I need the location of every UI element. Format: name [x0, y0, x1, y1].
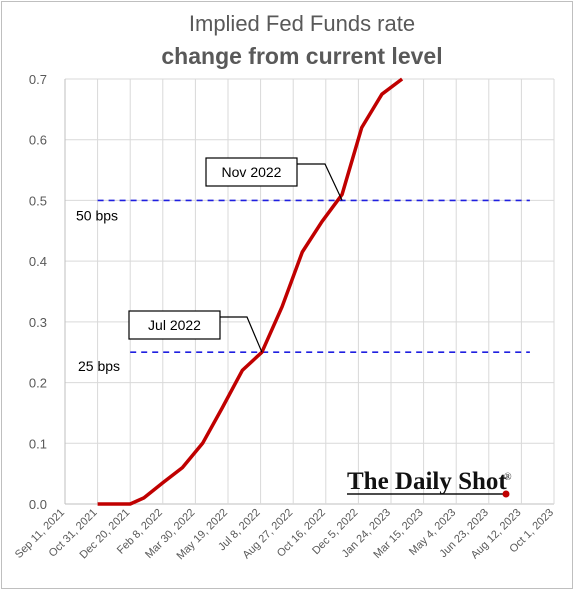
brand-name: The Daily Shot — [347, 468, 507, 495]
callout-label: Nov 2022 — [222, 164, 282, 180]
callouts: Nov 2022 Jul 2022 — [128, 157, 343, 353]
y-axis-ticks: 0.0 0.1 0.2 0.3 0.4 0.5 0.6 0.7 — [29, 72, 47, 512]
reference-lines: 50 bps 25 bps — [76, 199, 530, 374]
y-tick-label: 0.1 — [29, 436, 47, 451]
callout-box — [205, 157, 298, 187]
y-tick-label: 0.5 — [29, 193, 47, 208]
brand-logo: The Daily Shot ® — [347, 468, 512, 498]
series-layer — [97, 77, 404, 506]
chart-title: Implied Fed Funds rate — [189, 11, 415, 36]
y-tick-label: 0.3 — [29, 315, 47, 330]
y-tick-label: 0.7 — [29, 72, 47, 87]
y-tick-label: 0.0 — [29, 497, 47, 512]
callout-box — [128, 310, 221, 340]
y-tick-label: 0.2 — [29, 376, 47, 391]
brand-registered: ® — [504, 472, 512, 483]
brand-dot — [502, 490, 510, 498]
y-tick-label: 0.4 — [29, 254, 47, 269]
gridlines — [64, 78, 555, 505]
y-tick-label: 0.6 — [29, 133, 47, 148]
reference-line-label: 25 bps — [78, 358, 120, 374]
callout-leader — [297, 163, 343, 201]
series-line — [97, 77, 404, 506]
reference-line-label: 50 bps — [76, 207, 118, 223]
callout-leader — [220, 316, 263, 353]
callout-label: Jul 2022 — [148, 317, 201, 333]
chart-subtitle: change from current level — [161, 43, 442, 69]
